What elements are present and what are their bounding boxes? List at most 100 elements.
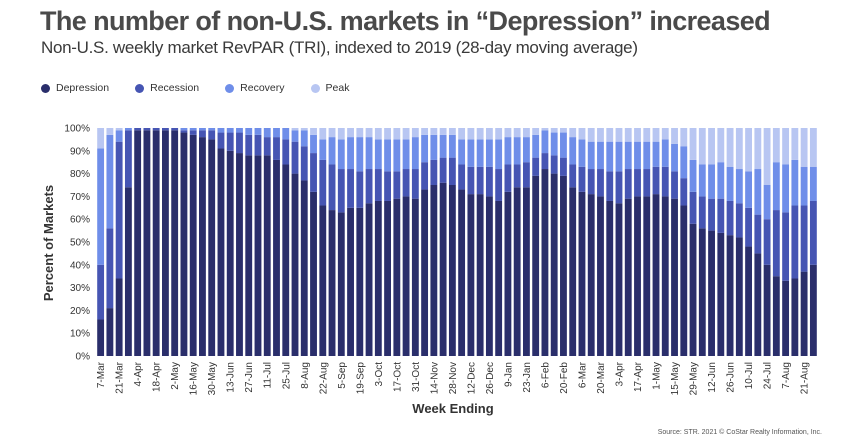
x-tick-label: 16-May <box>189 362 200 395</box>
bar-segment-recession <box>411 169 419 199</box>
bar-segment-peak <box>476 128 484 140</box>
bar-segment-depression <box>282 164 290 356</box>
bar-segment-recession <box>541 153 549 170</box>
bar-segment-depression <box>97 319 105 356</box>
bar-segment-recession <box>597 169 604 197</box>
y-tick-label: 80% <box>70 169 90 180</box>
bar-segment-depression <box>791 278 799 356</box>
bar-segment-depression <box>439 182 447 356</box>
x-tick-label: 14-Nov <box>429 362 440 394</box>
bar-segment-recession <box>152 128 160 131</box>
bar-segment-recovery <box>772 162 780 211</box>
bar-segment-recovery <box>115 130 123 142</box>
bar-segment-recovery <box>282 128 290 140</box>
y-tick-label: 40% <box>70 260 90 271</box>
bar-segment-recession <box>754 214 762 254</box>
bar-segment-recession <box>782 212 790 281</box>
bar-segment-recession <box>606 171 614 201</box>
legend-label-recovery: Recovery <box>240 82 285 94</box>
bar-segment-recession <box>587 169 595 195</box>
bar-segment-depression <box>180 132 188 356</box>
bar-segment-recovery <box>643 141 651 170</box>
bar-segment-depression <box>467 194 475 356</box>
bar-segment-recession <box>134 128 142 131</box>
bar-stacks <box>97 128 817 356</box>
bar-segment-recession <box>328 164 336 211</box>
legend-item-recovery: Recovery <box>225 82 285 94</box>
bar-segment-recovery <box>689 159 697 192</box>
bar-segment-depression <box>569 187 577 356</box>
bar-segment-peak <box>300 128 308 131</box>
bar-segment-recession <box>208 130 216 140</box>
bar-segment-recovery <box>189 128 197 131</box>
bar-segment-peak <box>726 128 734 167</box>
bar-segment-peak <box>652 128 660 142</box>
x-tick-label: 11-Jul <box>263 362 274 389</box>
bar-segment-peak <box>809 128 817 167</box>
bar-segment-peak <box>328 128 336 138</box>
bar-segment-peak <box>698 128 706 165</box>
bar-segment-recovery <box>800 166 808 206</box>
x-tick-label: 17-Apr <box>633 361 644 392</box>
bar-segment-recovery <box>199 128 206 131</box>
y-tick-label: 20% <box>70 306 90 317</box>
bar-segment-peak <box>97 128 105 149</box>
bar-segment-recession <box>560 157 567 176</box>
bar-segment-peak <box>550 128 558 133</box>
bar-segment-recovery <box>652 141 660 167</box>
bar-segment-recovery <box>97 148 105 265</box>
bar-segment-recession <box>365 169 373 204</box>
bar-segment-depression <box>652 194 660 356</box>
bar-segment-recovery <box>791 159 799 206</box>
x-tick-label: 12-Jun <box>707 362 718 393</box>
bar-segment-recession <box>652 166 660 195</box>
x-tick-label: 6-Feb <box>540 362 551 389</box>
bar-segment-recovery <box>411 137 419 170</box>
bar-segment-peak <box>735 128 743 170</box>
bar-segment-depression <box>236 153 243 356</box>
bar-segment-depression <box>245 155 253 356</box>
bar-segment-recession <box>97 264 105 320</box>
legend-label-depression: Depression <box>56 82 110 94</box>
bar-segment-depression <box>763 264 771 356</box>
bar-segment-depression <box>485 196 493 356</box>
y-tick-label: 10% <box>70 329 90 340</box>
bar-segment-recession <box>300 146 308 181</box>
bar-segment-depression <box>106 308 114 356</box>
legend-swatch-recovery <box>225 83 235 93</box>
bar-segment-recovery <box>597 141 604 170</box>
bar-segment-peak <box>560 128 567 133</box>
bar-segment-peak <box>467 128 475 140</box>
bar-segment-peak <box>356 128 364 138</box>
bar-segment-depression <box>254 155 262 356</box>
bar-segment-depression <box>162 130 169 356</box>
bar-segment-depression <box>393 198 401 356</box>
bar-segment-recovery <box>541 130 549 154</box>
bar-segment-recession <box>467 166 475 195</box>
bar-segment-depression <box>411 198 419 356</box>
legend-label-peak: Peak <box>325 82 350 94</box>
bar-segment-depression <box>560 175 567 356</box>
bar-segment-recession <box>550 155 558 174</box>
bar-segment-recovery <box>393 139 401 172</box>
x-tick-label: 26-Dec <box>485 362 496 394</box>
bar-segment-depression <box>448 185 456 356</box>
bar-segment-recovery <box>467 139 475 167</box>
bar-segment-depression <box>384 200 391 356</box>
bar-segment-recession <box>124 130 132 188</box>
bar-segment-recovery <box>671 143 678 172</box>
bar-segment-recession <box>624 169 632 199</box>
bar-segment-recovery <box>254 128 262 135</box>
bar-segment-peak <box>402 128 410 140</box>
bar-segment-depression <box>208 139 216 356</box>
bar-segment-peak <box>708 128 715 165</box>
bar-segment-peak <box>772 128 780 163</box>
bar-segment-recovery <box>217 128 225 133</box>
bar-segment-peak <box>291 128 299 131</box>
y-axis-title: Percent of Markets <box>41 185 56 301</box>
bar-segment-recession <box>708 198 715 231</box>
x-tick-label: 6-Mar <box>577 361 588 388</box>
bar-segment-peak <box>495 128 503 140</box>
x-tick-label: 4-Apr <box>133 361 144 386</box>
chart-title: The number of non-U.S. markets in “Depre… <box>40 6 771 36</box>
